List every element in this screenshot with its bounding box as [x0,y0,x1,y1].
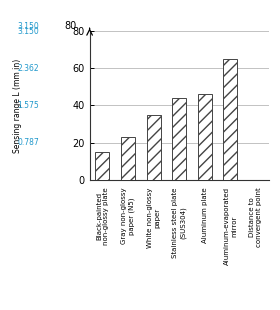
Text: 3.150: 3.150 [18,26,39,36]
Bar [146,115,161,180]
Y-axis label: Sensing range L (mm in): Sensing range L (mm in) [13,58,22,153]
Text: 0.787: 0.787 [18,138,39,147]
Bar [121,137,135,180]
Bar [223,59,237,180]
Bar [198,94,212,180]
Text: 80: 80 [65,21,77,31]
Text: 2.362: 2.362 [18,64,39,73]
Text: 1.575: 1.575 [18,101,39,110]
Bar [172,98,186,180]
Bar [95,152,109,180]
Text: 3.150: 3.150 [18,22,39,31]
